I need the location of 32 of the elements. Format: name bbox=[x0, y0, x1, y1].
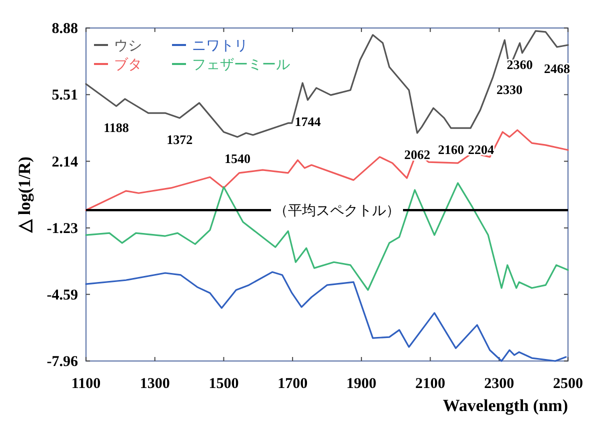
y-tick-label: 8.88 bbox=[52, 21, 78, 37]
legend-item: ウシ bbox=[94, 38, 142, 54]
legend-item: フェザーミール bbox=[172, 57, 290, 73]
x-tick-label: 1100 bbox=[71, 376, 101, 392]
y-tick-label: 5.51 bbox=[52, 88, 78, 104]
peak-label: 1540 bbox=[224, 150, 250, 166]
peak-label: 2204 bbox=[468, 142, 494, 158]
y-axis-title: △ log(1/R) bbox=[15, 156, 34, 232]
x-tick-label: 1500 bbox=[208, 376, 239, 392]
x-axis-title: Wavelength (nm) bbox=[442, 396, 568, 415]
legend-item: ブタ bbox=[94, 57, 142, 73]
peak-label: 1372 bbox=[166, 132, 193, 147]
peak-label: 1744 bbox=[294, 114, 321, 129]
y-tick-label: -1.23 bbox=[46, 220, 78, 237]
x-tick-label: 2100 bbox=[415, 376, 446, 392]
x-tick-label: 1300 bbox=[140, 376, 170, 392]
legend-item: ニワトリ bbox=[172, 38, 248, 54]
y-tick-label: 2.14 bbox=[52, 154, 78, 170]
x-tick-label: 2500 bbox=[553, 376, 583, 392]
peak-label: 2160 bbox=[438, 142, 464, 158]
x-tick-label: 1900 bbox=[346, 376, 376, 392]
legend-label: ウシ bbox=[114, 38, 142, 54]
legend-label: ニワトリ bbox=[192, 38, 248, 54]
x-tick-label: 1700 bbox=[278, 376, 308, 392]
legend-label: ブタ bbox=[114, 57, 142, 73]
legend-label: フェザーミール bbox=[192, 57, 290, 73]
y-tick-label: -4.59 bbox=[46, 287, 78, 304]
x-tick-label: 2300 bbox=[484, 376, 514, 392]
ref-line-label: （平均スペクトル） bbox=[274, 203, 400, 220]
peak-label: 2330 bbox=[496, 82, 522, 97]
y-tick-label: -7.96 bbox=[46, 354, 78, 370]
peak-label: 1188 bbox=[104, 120, 129, 136]
